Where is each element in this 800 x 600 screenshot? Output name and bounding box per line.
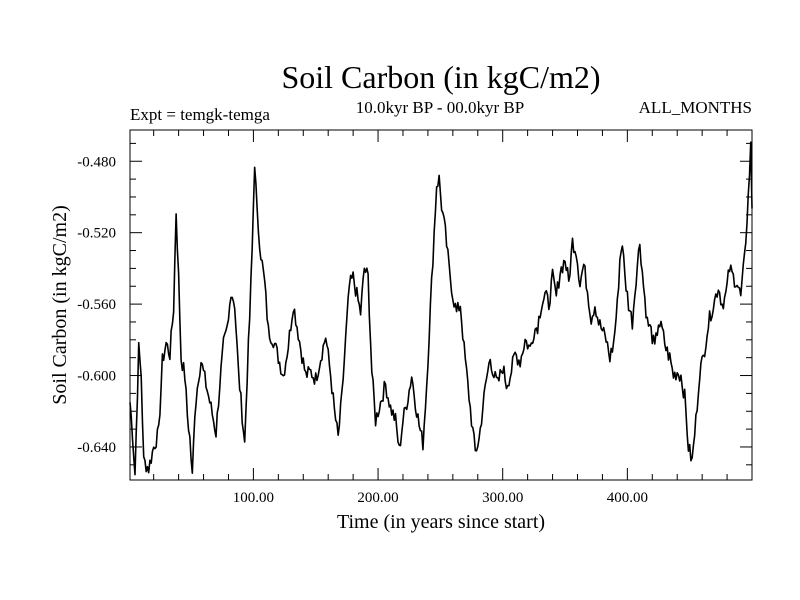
subtitle-months: ALL_MONTHS (639, 98, 752, 117)
chart-title: Soil Carbon (in kgC/m2) (281, 59, 600, 95)
y-axis-label: Soil Carbon (in kgC/m2) (49, 205, 71, 404)
y-tick-label: -0.480 (77, 154, 116, 170)
axis-tick-labels: -0.480 -0.520 -0.560 -0.600 -0.640 100.00 200.… (77, 154, 648, 506)
soil-carbon-series-line (129, 141, 753, 476)
axis-ticks (130, 130, 752, 480)
plot-frame (129, 129, 753, 481)
x-tick-label: 400.00 (607, 490, 648, 506)
x-tick-label: 200.00 (357, 490, 398, 506)
subtitle-experiment: Expt = temgk-temga (130, 105, 270, 124)
y-tick-label: -0.600 (77, 369, 116, 385)
y-tick-label: -0.560 (77, 297, 116, 313)
x-tick-label: 300.00 (482, 490, 523, 506)
y-tick-label: -0.640 (77, 440, 116, 456)
y-tick-label: -0.520 (77, 226, 116, 242)
x-axis-label: Time (in years since start) (337, 511, 545, 533)
x-tick-label: 100.00 (233, 490, 274, 506)
subtitle-period: 10.0kyr BP - 00.0kyr BP (356, 98, 524, 117)
